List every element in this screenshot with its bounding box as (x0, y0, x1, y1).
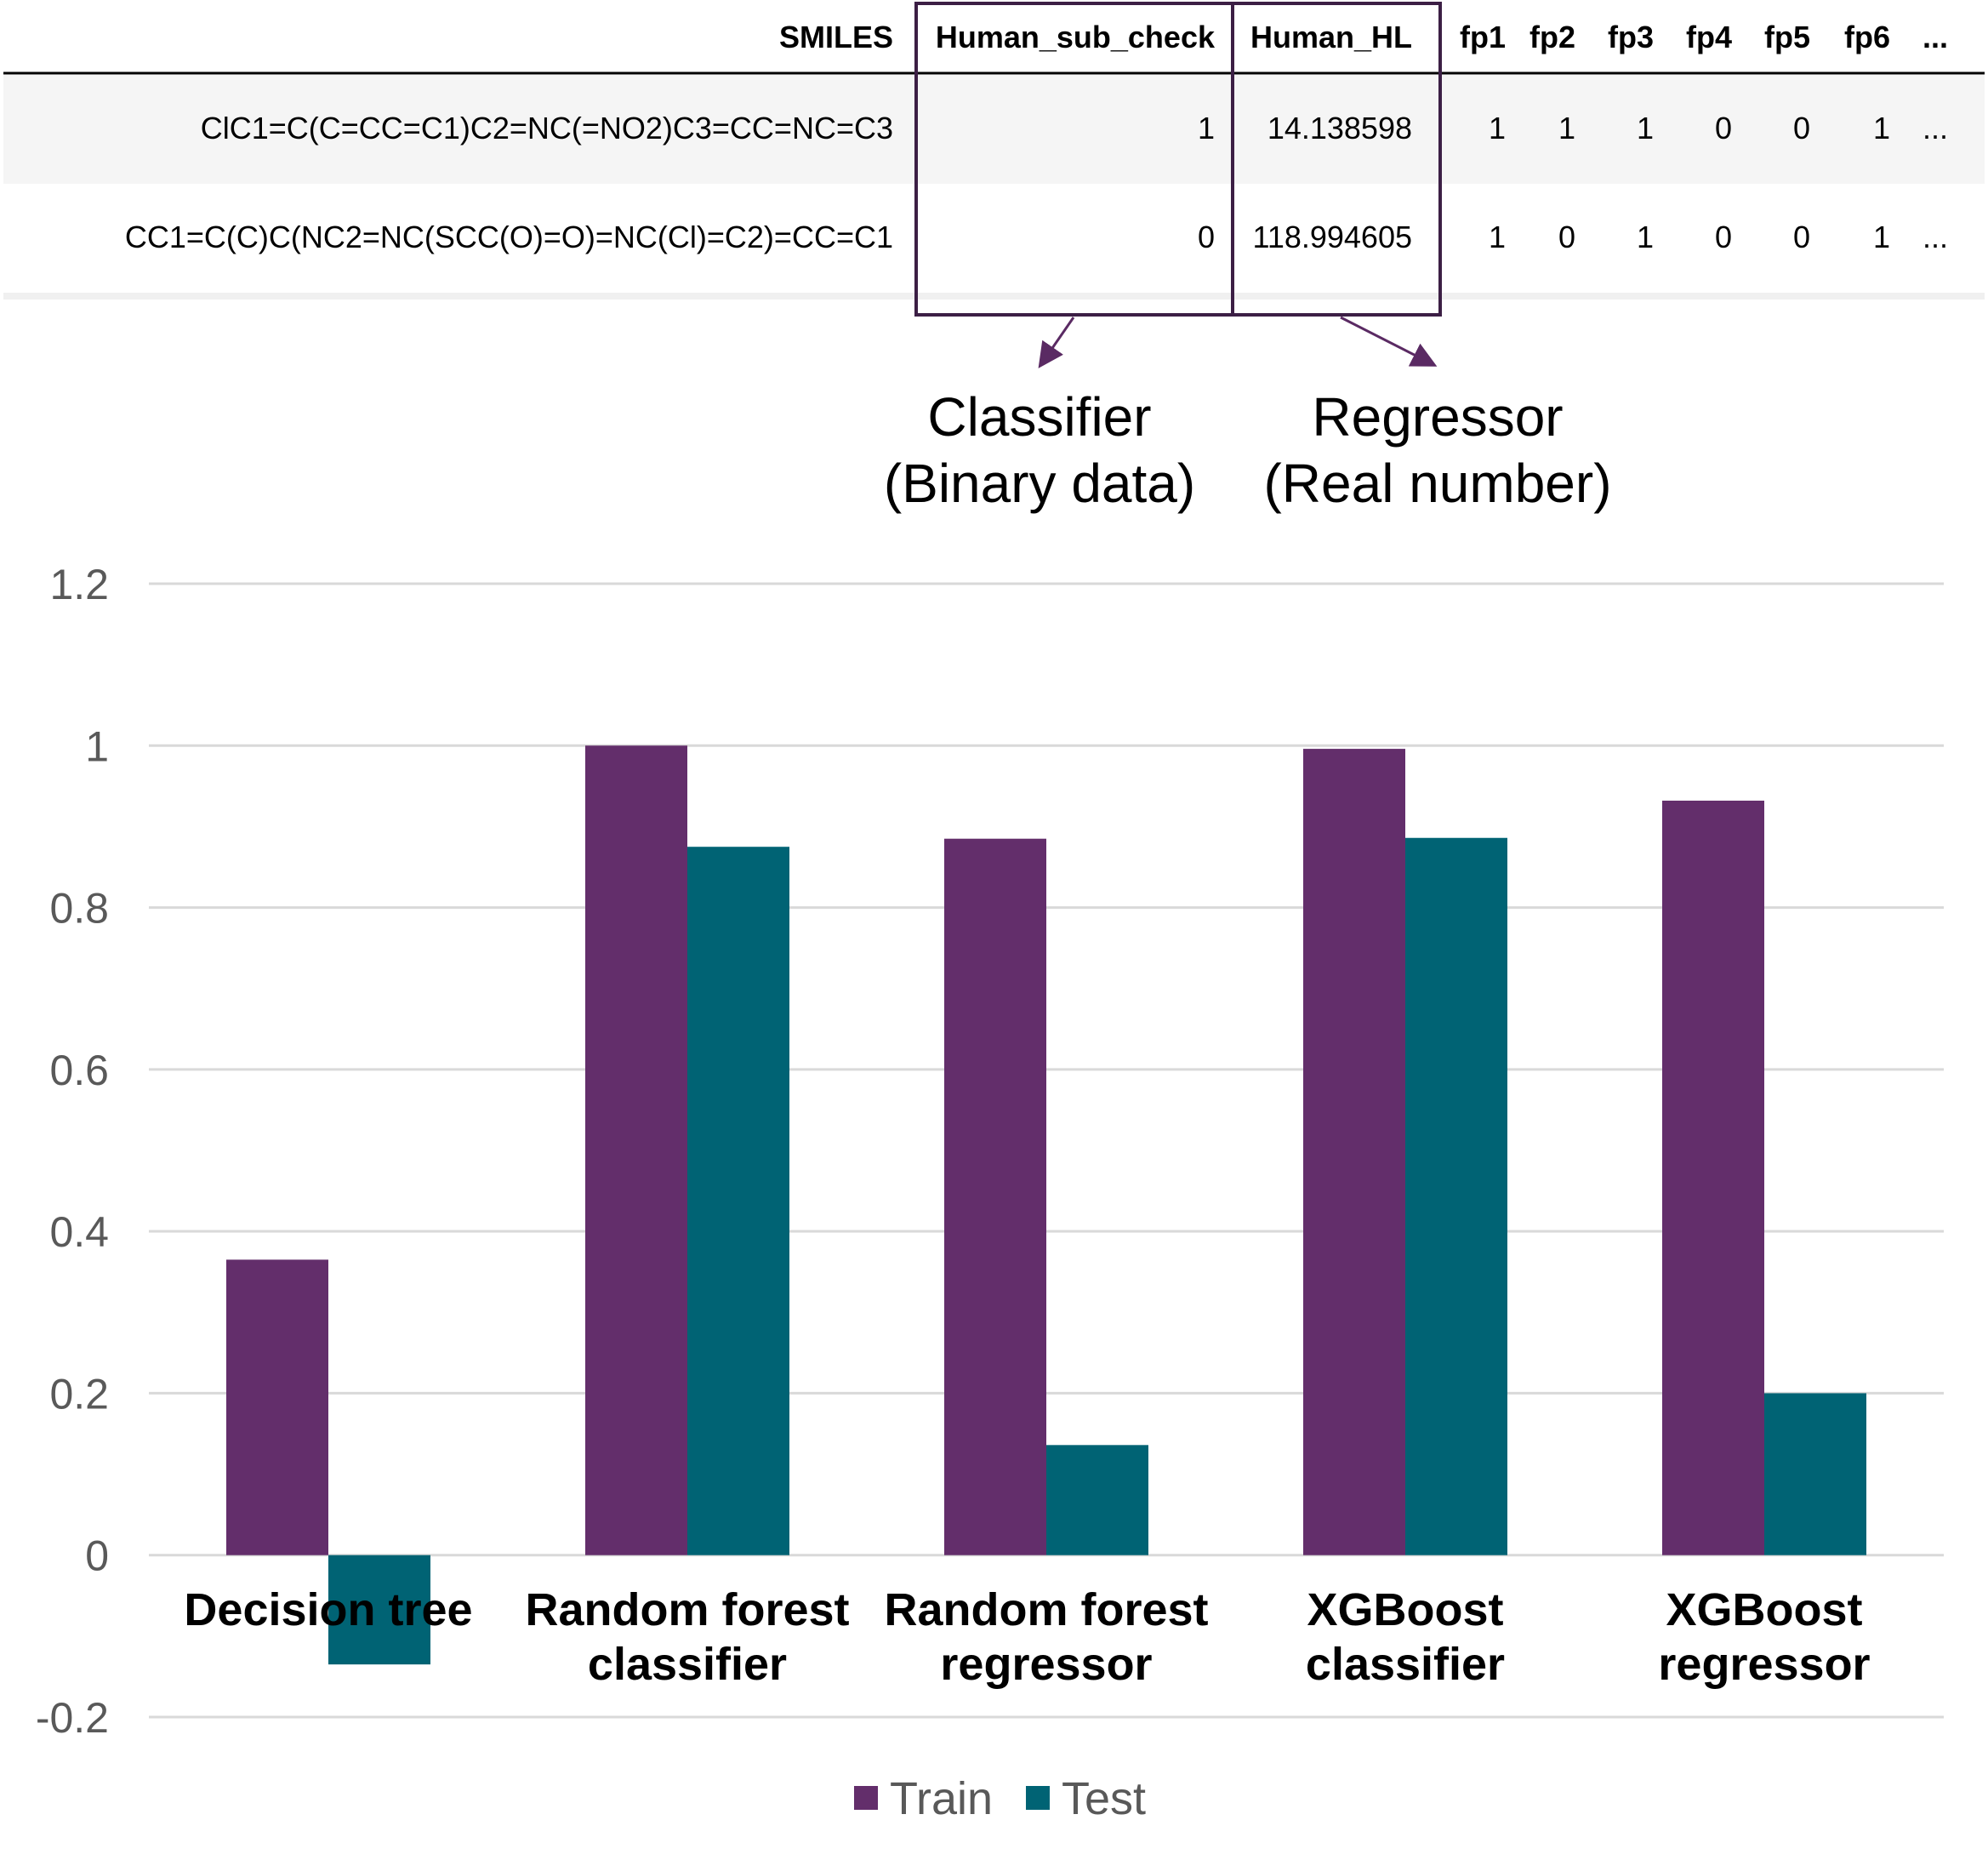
table-header-0: SMILES (779, 20, 893, 54)
table-cell-r0-c5: 1 (1637, 111, 1654, 145)
legend-label-test: Test (1062, 1773, 1146, 1824)
bar-chart: 1.2 1 0.8 0.6 0.4 0.2 0 -0.2 Decision tree Random… (36, 561, 1944, 1824)
table-header-9: ... (1922, 20, 1948, 54)
regressor-arrow (1340, 316, 1438, 367)
bar-train-2 (944, 838, 1046, 1555)
table-header-8: fp6 (1844, 20, 1890, 54)
legend-swatch-test (1026, 1786, 1050, 1810)
table-cell-r0-c7: 0 (1793, 111, 1810, 145)
category-label-1-1: classifier (588, 1639, 787, 1690)
table-cell-r1-c6: 0 (1715, 220, 1732, 254)
table-header-1: Human_sub_check (936, 20, 1216, 54)
category-label-2-1: regressor (940, 1639, 1152, 1690)
bar-test-2 (1046, 1445, 1148, 1555)
table-cell-r0-c0: ClC1=C(C=CC=C1)C2=NC(=NO2)C3=CC=NC=C3 (201, 111, 893, 145)
table-cell-r1-c0: CC1=C(C)C(NC2=NC(SCC(O)=O)=NC(Cl)=C2)=CC… (125, 220, 893, 254)
annotations: Classifier(Binary data) Regressor(Real nu… (884, 316, 1612, 514)
table-header-7: fp5 (1764, 20, 1810, 54)
regressor-sublabel: (Real number) (1263, 453, 1611, 514)
table-cell-r1-c7: 0 (1793, 220, 1810, 254)
table-cell-r1-c3: 1 (1489, 220, 1506, 254)
bar-test-3 (1405, 837, 1507, 1555)
y-tick-label-5: 0.2 (49, 1370, 109, 1418)
table-cell-r1-c8: 1 (1873, 220, 1890, 254)
bar-train-3 (1303, 749, 1405, 1555)
y-tick-label-1: 1 (85, 722, 109, 770)
bar-train-4 (1662, 800, 1764, 1555)
category-label-3-0: XGBoost (1307, 1584, 1503, 1635)
table-header-3: fp1 (1460, 20, 1506, 54)
y-tick-label-6: 0 (85, 1532, 109, 1580)
classifier-label: Classifier (927, 386, 1151, 448)
y-tick-label-0: 1.2 (49, 561, 109, 608)
table-header-4: fp2 (1529, 20, 1575, 54)
y-tick-label-2: 0.8 (49, 885, 109, 933)
table-cell-r1-c5: 1 (1637, 220, 1654, 254)
classifier-arrow (1038, 317, 1075, 368)
human-hl-box (1231, 2, 1442, 317)
legend-swatch-train (854, 1786, 878, 1810)
y-tick-label-7: -0.2 (36, 1694, 109, 1742)
table-cell-r0-c8: 1 (1873, 111, 1890, 145)
bar-train-1 (585, 745, 687, 1555)
bar-test-0 (328, 1555, 430, 1665)
category-label-3-1: classifier (1306, 1639, 1505, 1690)
table-header-6: fp4 (1686, 20, 1732, 54)
category-label-4-0: XGBoost (1666, 1584, 1862, 1635)
regressor-label: Regressor (1312, 386, 1563, 448)
y-tick-label-3: 0.6 (49, 1047, 109, 1094)
table-header-2: Human_HL (1250, 20, 1412, 54)
category-label-0-0: Decision tree (184, 1584, 472, 1635)
table-header-5: fp3 (1608, 20, 1654, 54)
table-cell-r0-c4: 1 (1558, 111, 1575, 145)
y-tick-label-4: 0.4 (49, 1208, 109, 1256)
table-cell-r0-c3: 1 (1489, 111, 1506, 145)
data-table: SMILES Human_sub_check Human_HL fp1 fp2 fp3 fp… (3, 2, 1985, 317)
table-cell-r0-c2: 14.138598 (1267, 111, 1412, 145)
bar-train-0 (226, 1259, 328, 1555)
table-cell-r0-c1: 1 (1198, 111, 1215, 145)
bar-test-4 (1764, 1393, 1866, 1555)
table-bottom-shade (3, 293, 1985, 300)
table-cell-r1-c4: 0 (1558, 220, 1575, 254)
table-cell-r0-c6: 0 (1715, 111, 1732, 145)
table-cell-r1-c1: 0 (1198, 220, 1215, 254)
category-label-1-0: Random forest (525, 1584, 849, 1635)
table-cell-r0-c9: ... (1922, 111, 1948, 145)
classifier-sublabel: (Binary data) (884, 453, 1195, 514)
table-row-shade (3, 75, 1985, 184)
table-cell-r1-c2: 118.994605 (1252, 220, 1412, 254)
table-cell-r1-c9: ... (1922, 220, 1948, 254)
category-label-4-1: regressor (1658, 1639, 1870, 1690)
category-label-2-0: Random forest (884, 1584, 1208, 1635)
bar-test-1 (687, 847, 789, 1555)
legend-label-train: Train (890, 1773, 993, 1824)
